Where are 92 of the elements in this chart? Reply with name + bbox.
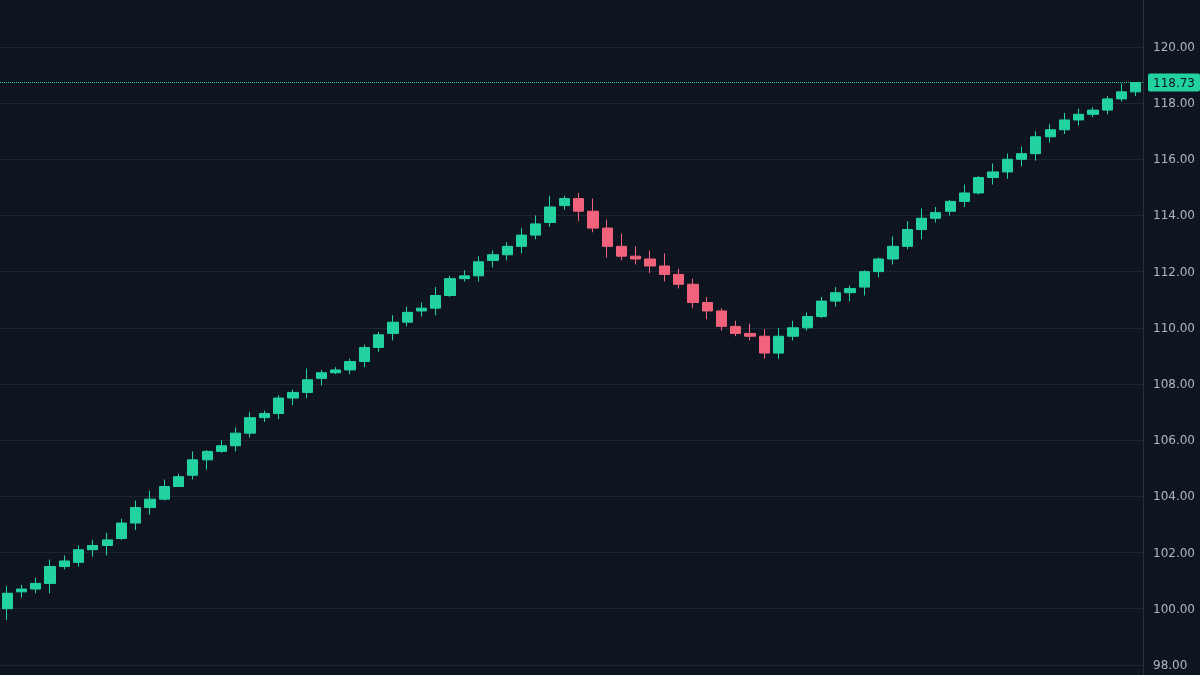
candlestick bbox=[973, 175, 984, 195]
candlestick bbox=[1116, 82, 1127, 103]
candlestick bbox=[587, 198, 599, 233]
candlestick bbox=[73, 545, 84, 568]
candlestick bbox=[144, 490, 156, 516]
candlestick bbox=[416, 302, 427, 318]
candlestick bbox=[287, 389, 299, 406]
y-tick-label: 116.00 bbox=[1153, 152, 1195, 167]
candlestick bbox=[559, 195, 570, 211]
candlestick bbox=[44, 559, 56, 594]
ref-line-label: 118.73 bbox=[1153, 75, 1195, 90]
candlestick bbox=[530, 214, 541, 240]
candlestick bbox=[444, 275, 456, 298]
candlestick bbox=[316, 369, 327, 386]
candlestick bbox=[487, 250, 499, 268]
candlestick bbox=[187, 450, 198, 480]
candlestick bbox=[387, 314, 399, 341]
candlestick bbox=[544, 195, 556, 228]
candlestick bbox=[16, 584, 27, 598]
y-tick-label: 100.00 bbox=[1153, 601, 1195, 616]
candlestick bbox=[216, 439, 227, 454]
candlestick bbox=[687, 278, 699, 309]
candlestick bbox=[759, 328, 770, 360]
candlestick bbox=[116, 518, 127, 541]
candlestick bbox=[2, 585, 13, 621]
candlestick bbox=[730, 320, 741, 337]
candlestick bbox=[644, 250, 656, 274]
candlestick bbox=[1045, 123, 1056, 143]
candlestick bbox=[130, 500, 141, 531]
candlestick bbox=[887, 236, 899, 266]
y-tick-label: 108.00 bbox=[1153, 376, 1195, 391]
y-tick-label: 114.00 bbox=[1153, 208, 1195, 223]
candlestick bbox=[1002, 153, 1013, 180]
candlestick bbox=[302, 368, 313, 399]
candlestick bbox=[1059, 112, 1070, 135]
candlestick bbox=[1073, 108, 1084, 127]
candlestick bbox=[802, 311, 813, 332]
candlestick bbox=[673, 268, 684, 289]
candlestick bbox=[616, 233, 627, 261]
candlestick bbox=[945, 199, 956, 216]
candlestick bbox=[844, 285, 856, 302]
candlestick bbox=[773, 327, 784, 360]
y-tick-label: 106.00 bbox=[1153, 433, 1195, 448]
candlestick bbox=[716, 307, 727, 332]
candlestick bbox=[602, 219, 613, 259]
candlestick bbox=[702, 296, 713, 320]
candlestick bbox=[859, 269, 870, 297]
y-tick-label: 104.00 bbox=[1153, 489, 1195, 504]
y-tick-label: 120.00 bbox=[1153, 39, 1195, 54]
candlestick bbox=[1087, 106, 1099, 118]
candlestick bbox=[830, 286, 841, 308]
candlestick bbox=[173, 473, 184, 488]
candlestick bbox=[930, 206, 941, 223]
y-tick-label: 98.00 bbox=[1153, 657, 1188, 672]
candlestick bbox=[159, 478, 170, 502]
candlestick bbox=[816, 296, 827, 319]
candlestick bbox=[273, 394, 284, 420]
candlestick bbox=[473, 255, 484, 282]
candlestick bbox=[373, 331, 384, 353]
candlestick bbox=[430, 286, 441, 316]
candlestick bbox=[873, 257, 884, 278]
candlestick bbox=[359, 344, 370, 368]
candlestick bbox=[202, 449, 213, 471]
candlestick bbox=[573, 192, 584, 222]
candlestick bbox=[30, 577, 41, 594]
candlestick bbox=[87, 539, 98, 558]
candlestick bbox=[1102, 95, 1113, 115]
candlestick bbox=[502, 241, 513, 261]
candlestick bbox=[987, 162, 999, 186]
y-tick-label: 102.00 bbox=[1153, 545, 1195, 560]
candlestick bbox=[244, 411, 256, 438]
candlestick bbox=[630, 245, 641, 266]
candlestick bbox=[959, 184, 970, 208]
candlestick bbox=[330, 366, 341, 375]
candlestick bbox=[402, 306, 413, 327]
candlestick bbox=[230, 427, 241, 452]
candlestick bbox=[1016, 146, 1027, 167]
candlestick bbox=[1030, 130, 1041, 162]
candlestick bbox=[344, 358, 356, 375]
candlestick bbox=[59, 554, 70, 570]
y-tick-label: 112.00 bbox=[1153, 264, 1195, 279]
candlestick bbox=[659, 252, 670, 282]
candlestick bbox=[902, 220, 913, 250]
candlestick bbox=[916, 207, 927, 240]
candlestick bbox=[259, 410, 270, 423]
y-tick-label: 110.00 bbox=[1153, 320, 1195, 335]
candlestick bbox=[516, 227, 527, 254]
candlestick bbox=[787, 320, 799, 341]
y-tick-label: 118.00 bbox=[1153, 96, 1195, 111]
candlestick bbox=[459, 269, 470, 282]
candlestick bbox=[102, 532, 113, 556]
candlestick bbox=[744, 323, 756, 341]
